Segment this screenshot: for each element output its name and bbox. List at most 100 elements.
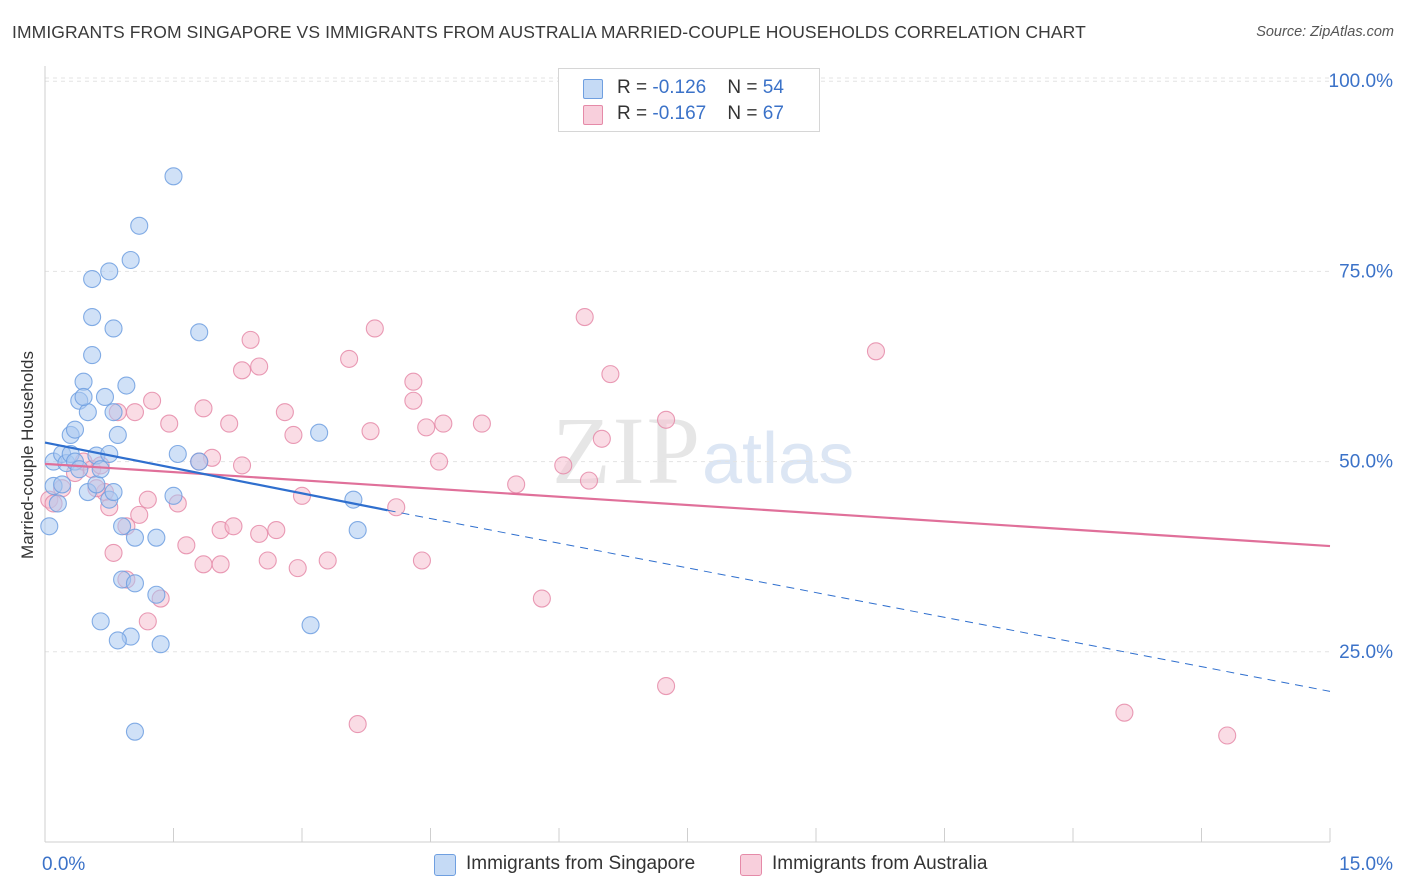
point-singapore-12 xyxy=(70,460,89,479)
point-singapore-3 xyxy=(48,494,67,513)
point-singapore-30 xyxy=(117,376,136,395)
point-australia-44 xyxy=(507,475,526,494)
point-singapore-48 xyxy=(125,722,144,741)
series-label-australia: Immigrants from Australia xyxy=(772,853,988,874)
point-singapore-51 xyxy=(348,521,367,540)
trendline-singapore xyxy=(44,441,388,512)
point-singapore-24 xyxy=(108,425,127,445)
point-australia-26 xyxy=(250,524,269,543)
y-axis-label: Married-couple Households xyxy=(18,351,37,559)
point-australia-46 xyxy=(554,456,573,475)
point-australia-50 xyxy=(657,410,676,429)
point-australia-36 xyxy=(361,422,380,441)
point-singapore-47 xyxy=(108,631,127,650)
point-australia-11 xyxy=(130,505,149,524)
point-singapore-38 xyxy=(113,517,132,536)
watermark-zip: ZIP xyxy=(552,397,702,504)
point-singapore-27 xyxy=(83,269,102,289)
point-singapore-37 xyxy=(190,452,209,471)
point-singapore-43 xyxy=(147,585,166,604)
point-australia-31 xyxy=(284,425,303,445)
watermark-atlas: atlas xyxy=(702,419,855,499)
point-singapore-5 xyxy=(53,475,72,494)
point-australia-66 xyxy=(211,555,230,574)
x-tick-label-min: 0.0% xyxy=(42,854,85,875)
point-australia-17 xyxy=(194,399,213,418)
trendlines xyxy=(44,441,1331,692)
y-tick-label-50: 50.0% xyxy=(1339,452,1393,473)
point-australia-40 xyxy=(417,418,436,437)
correlation-legend: R = -0.126 N = 54 R = -0.167 N = 67 xyxy=(558,68,820,132)
point-australia-53 xyxy=(412,551,431,570)
point-singapore-19 xyxy=(91,460,110,479)
point-singapore-20 xyxy=(95,387,115,406)
point-australia-49 xyxy=(601,365,620,384)
chart-title: IMMIGRANTS FROM SINGAPORE VS IMMIGRANTS … xyxy=(12,22,1086,42)
point-singapore-46 xyxy=(91,612,110,631)
point-australia-22 xyxy=(224,517,243,536)
series-swatch-australia xyxy=(740,854,762,876)
point-australia-58 xyxy=(1218,726,1237,745)
point-australia-38 xyxy=(404,372,423,391)
point-australia-14 xyxy=(160,414,179,433)
point-singapore-26 xyxy=(83,346,102,365)
point-singapore-9 xyxy=(65,420,85,439)
point-australia-56 xyxy=(866,342,886,361)
point-australia-18 xyxy=(194,555,213,574)
x-tick-label-max: 15.0% xyxy=(1339,854,1393,875)
point-australia-35 xyxy=(340,349,359,368)
point-singapore-32 xyxy=(130,216,149,235)
point-singapore-40 xyxy=(147,528,166,547)
point-australia-24 xyxy=(232,361,252,380)
point-singapore-39 xyxy=(125,528,144,547)
y-tick-label-100: 100.0% xyxy=(1329,71,1394,92)
point-singapore-14 xyxy=(78,403,97,422)
point-australia-61 xyxy=(138,612,157,631)
point-australia-25 xyxy=(241,330,260,349)
legend-swatch-singapore xyxy=(583,79,603,99)
point-australia-32 xyxy=(288,559,307,578)
legend-text-singapore: R = -0.126 N = 54 xyxy=(617,77,784,98)
point-singapore-28 xyxy=(100,262,119,281)
point-singapore-36 xyxy=(168,444,187,464)
point-singapore-16 xyxy=(74,387,93,406)
source-label: Source: ZipAtlas.com xyxy=(1256,24,1394,40)
watermark: ZIPatlas xyxy=(552,395,854,506)
point-australia-30 xyxy=(275,403,294,422)
point-australia-16 xyxy=(177,536,196,555)
legend-swatch-australia xyxy=(583,105,603,125)
point-australia-55 xyxy=(657,676,676,696)
point-singapore-25 xyxy=(83,308,102,327)
point-australia-29 xyxy=(267,521,286,540)
point-singapore-35 xyxy=(164,486,183,505)
point-australia-43 xyxy=(472,414,491,433)
point-australia-39 xyxy=(404,391,423,410)
trendline-singapore-extension xyxy=(387,509,1331,692)
series-label-singapore: Immigrants from Singapore xyxy=(466,853,696,874)
point-singapore-17 xyxy=(87,475,106,494)
point-singapore-52 xyxy=(301,616,320,635)
point-singapore-0 xyxy=(40,517,59,536)
point-australia-51 xyxy=(575,308,594,327)
point-australia-28 xyxy=(258,551,277,570)
point-australia-23 xyxy=(232,456,252,475)
legend-text-australia: R = -0.167 N = 67 xyxy=(617,103,784,124)
point-australia-9 xyxy=(104,543,123,562)
tick-labels: 25.0% 50.0% 75.0% 100.0% 0.0% 15.0% xyxy=(42,71,1393,875)
point-australia-21 xyxy=(220,414,239,433)
point-singapore-29 xyxy=(104,319,123,338)
y-tick-label-75: 75.0% xyxy=(1339,261,1393,282)
point-australia-47 xyxy=(579,471,599,490)
point-singapore-23 xyxy=(104,482,123,502)
point-singapore-44 xyxy=(151,635,170,654)
point-australia-48 xyxy=(592,429,611,448)
point-australia-57 xyxy=(1115,703,1134,722)
y-tick-label-25: 25.0% xyxy=(1339,642,1393,663)
point-australia-37 xyxy=(365,319,384,338)
point-singapore-34 xyxy=(190,323,209,342)
point-australia-42 xyxy=(430,452,449,471)
point-singapore-31 xyxy=(121,250,140,270)
point-singapore-49 xyxy=(310,423,329,442)
trendline-australia xyxy=(44,462,1331,548)
